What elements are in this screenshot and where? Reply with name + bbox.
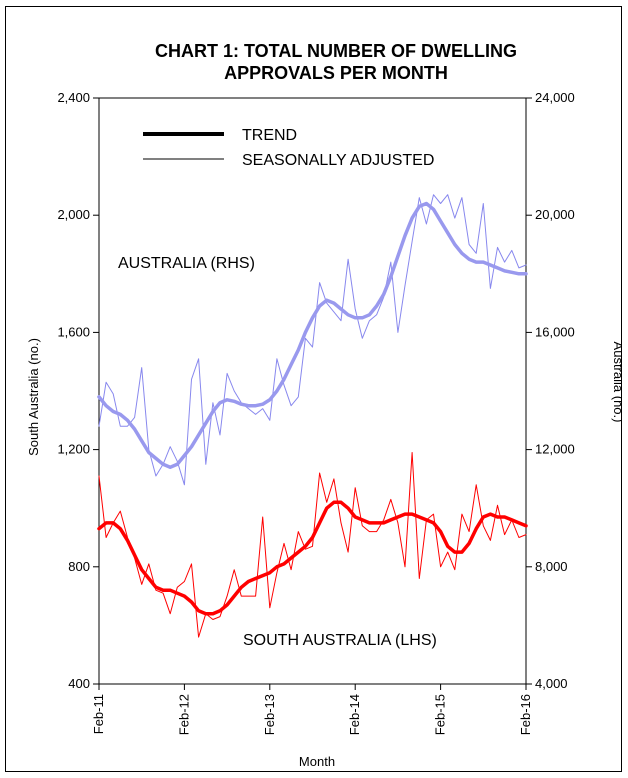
x-tick-label: Feb-16 [518, 694, 533, 735]
south-australia-annotation: SOUTH AUSTRALIA (LHS) [243, 632, 437, 649]
australia-seasonally-adjusted-line [98, 194, 527, 486]
y-left-tick-label: 2,000 [57, 207, 90, 222]
chart: CHART 1: TOTAL NUMBER OF DWELLING APPROV… [26, 41, 621, 769]
y-right-tick-label: 12,000 [535, 442, 575, 457]
y-left-tick-label: 400 [68, 676, 90, 691]
legend-trend-label: TREND [242, 127, 297, 144]
y-left-tick-label: 2,400 [57, 90, 90, 105]
australia-trend-line [97, 201, 528, 469]
australia-annotation: AUSTRALIA (RHS) [118, 255, 255, 272]
x-tick-label: Feb-11 [91, 694, 106, 734]
chart-frame: CHART 1: TOTAL NUMBER OF DWELLING APPROV… [5, 6, 622, 772]
south-australia-seasonally-adjusted-line [98, 452, 527, 638]
x-axis-label: Month [299, 754, 335, 769]
plot-area [98, 97, 527, 685]
y-right-tick-label: 24,000 [535, 90, 575, 105]
legend-sa-label: SEASONALLY ADJUSTED [242, 152, 434, 169]
y-right-tick-label: 4,000 [535, 676, 568, 691]
y-left-tick-label: 1,600 [57, 324, 90, 339]
x-tick-label: Feb-14 [347, 694, 362, 735]
x-tick-label: Feb-12 [176, 694, 191, 735]
y-right-tick-label: 16,000 [535, 324, 575, 339]
south-australia-trend-line [97, 500, 528, 616]
chart-title-line-1: CHART 1: TOTAL NUMBER OF DWELLING [155, 41, 517, 61]
legend: TREND SEASONALLY ADJUSTED [143, 127, 434, 169]
y-right-tick-label: 8,000 [535, 559, 568, 574]
x-tick-label: Feb-15 [433, 694, 448, 735]
y-left-tick-label: 1,200 [57, 442, 90, 457]
y-left-tick-label: 800 [68, 559, 90, 574]
axes: 400 4,000 800 8,000 1,200 12,000 1,600 16,000 2,… [57, 90, 574, 735]
y-axis-right-label: Australia (no.) [611, 342, 621, 423]
chart-title-line-2: APPROVALS PER MONTH [224, 63, 448, 83]
y-right-tick-label: 20,000 [535, 207, 575, 222]
series-layer [97, 194, 528, 638]
y-axis-left-label: South Australia (no.) [26, 338, 41, 456]
x-tick-label: Feb-13 [262, 694, 277, 735]
